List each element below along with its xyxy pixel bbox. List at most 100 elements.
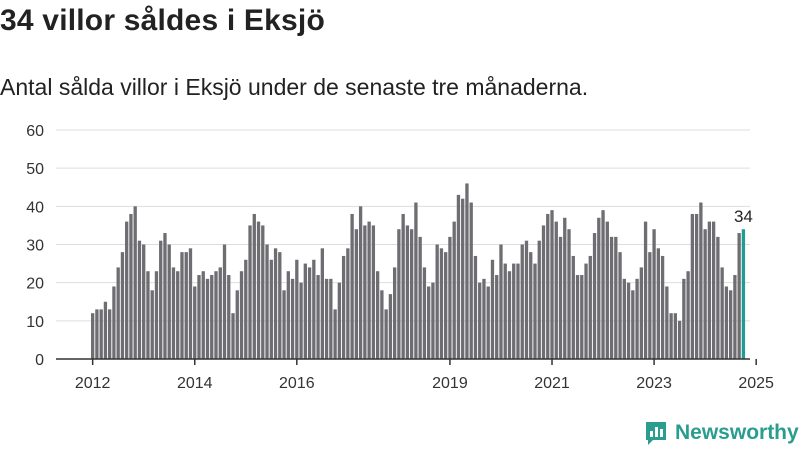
- bar: [529, 252, 533, 359]
- bar: [473, 255, 478, 359]
- bar: [133, 206, 137, 359]
- bar: [431, 282, 435, 359]
- bar: [711, 221, 716, 359]
- bar: [495, 275, 499, 359]
- bar: [239, 271, 244, 359]
- bar: [363, 225, 367, 359]
- bar: [639, 267, 643, 359]
- bar: [435, 244, 439, 359]
- bar: [295, 259, 299, 359]
- bar: [677, 320, 682, 359]
- bar: [414, 202, 418, 359]
- bar: [546, 213, 550, 359]
- highlighted-bar: [741, 229, 746, 359]
- last-bar-label: 34: [734, 207, 753, 226]
- bar: [129, 213, 133, 359]
- y-tick-label: 0: [35, 352, 44, 369]
- x-tick-label: 2014: [177, 375, 213, 392]
- bar: [120, 252, 125, 359]
- bar: [193, 286, 197, 359]
- bar: [231, 313, 235, 359]
- bar: [622, 278, 626, 359]
- bar: [724, 286, 729, 359]
- bar: [388, 294, 393, 359]
- bar: [214, 271, 218, 359]
- bar: [703, 229, 707, 359]
- bar: [537, 240, 541, 359]
- brand-name: Newsworthy: [675, 421, 799, 444]
- bar: [142, 244, 146, 359]
- bar: [269, 259, 273, 359]
- bar: [422, 267, 427, 359]
- bar: [656, 248, 660, 359]
- bar: [648, 252, 652, 359]
- x-tick-label: 2025: [738, 375, 774, 392]
- bar: [248, 225, 252, 359]
- bar: [290, 278, 295, 359]
- bar: [405, 225, 410, 359]
- bar: [690, 213, 695, 359]
- bar: [444, 252, 448, 359]
- bar: [652, 229, 656, 359]
- bar: [397, 229, 401, 359]
- bar: [329, 278, 333, 359]
- bar: [520, 244, 524, 359]
- bar: [575, 275, 580, 359]
- bar: [660, 255, 665, 359]
- bar: [609, 236, 614, 359]
- x-tick-label: 2021: [534, 375, 570, 392]
- bar: [150, 290, 154, 359]
- bar: [626, 282, 631, 359]
- bar: [188, 248, 193, 359]
- bar: [448, 236, 452, 359]
- bar: [176, 271, 180, 359]
- bar: [171, 267, 176, 359]
- bar: [299, 282, 303, 359]
- bar: [643, 221, 648, 359]
- y-tick-label: 30: [26, 238, 44, 255]
- chart-title: 34 villor såldes i Eksjö: [0, 4, 325, 37]
- chart-subtitle: Antal sålda villor i Eksjö under de sena…: [0, 74, 589, 100]
- bar: [282, 290, 286, 359]
- bar: [103, 301, 108, 359]
- bar: [375, 271, 380, 359]
- bar: [367, 221, 371, 359]
- bar: [490, 259, 495, 359]
- bar: [669, 313, 673, 359]
- bar: [358, 206, 363, 359]
- bar: [112, 286, 116, 359]
- bar: [341, 255, 346, 359]
- bar: [137, 240, 142, 359]
- bar: [580, 275, 584, 359]
- bar: [333, 309, 337, 359]
- newsworthy-brand[interactable]: Newsworthy: [644, 420, 799, 446]
- bar: [265, 244, 269, 359]
- bar: [631, 290, 635, 359]
- y-tick-label: 10: [26, 314, 44, 331]
- bar: [605, 221, 609, 359]
- newsworthy-logo-icon: [646, 422, 666, 445]
- bar: [456, 194, 461, 359]
- bar: [167, 244, 171, 359]
- bar: [478, 282, 482, 359]
- bar: [222, 244, 227, 359]
- bar: [461, 198, 465, 359]
- bar: [337, 282, 342, 359]
- x-tick-label: 2023: [636, 375, 672, 392]
- bar: [116, 267, 120, 359]
- bar: [550, 210, 554, 359]
- bar: [91, 313, 95, 359]
- bar: [499, 244, 503, 359]
- bar: [558, 236, 563, 359]
- bar: [567, 229, 571, 359]
- bar: [614, 236, 618, 359]
- bar: [588, 255, 592, 359]
- bar: [541, 225, 546, 359]
- y-tick-label: 60: [26, 123, 44, 140]
- bar: [707, 221, 712, 359]
- bar: [273, 248, 278, 359]
- bar: [486, 286, 490, 359]
- y-tick-label: 20: [26, 276, 44, 293]
- bar: [563, 217, 567, 359]
- bar: [465, 183, 469, 359]
